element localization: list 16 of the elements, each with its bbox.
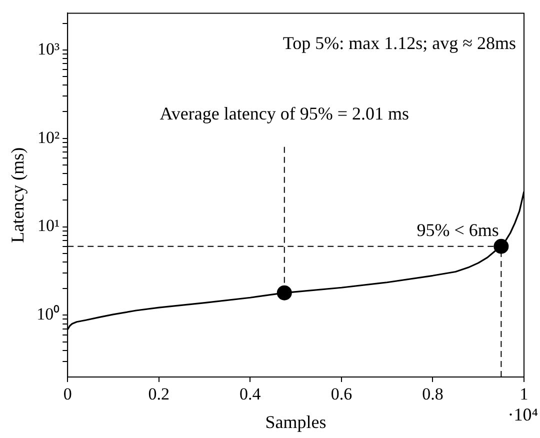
- y-tick-label: 10⁰: [36, 304, 60, 324]
- y-axis-title: Latency (ms): [8, 147, 28, 243]
- annotation: 95% < 6ms: [416, 220, 499, 240]
- annotation: Top 5%: max 1.12s; avg ≈ 28ms: [282, 32, 516, 53]
- x-axis-title: Samples: [265, 412, 326, 432]
- y-tick-label: 10³: [37, 39, 60, 58]
- x-tick-label: 0.8: [422, 384, 444, 404]
- annotation: Average latency of 95% = 2.01 ms: [160, 104, 410, 124]
- x-tick-label: 1: [520, 384, 528, 404]
- x-tick-label: 0.2: [148, 384, 170, 404]
- y-tick-label: 10²: [37, 128, 60, 147]
- x-tick-label: 0: [63, 384, 72, 404]
- x-tick-label: 0.4: [240, 384, 262, 404]
- text: ·10⁴: [508, 404, 538, 425]
- y-tick-label: 10¹: [37, 216, 60, 236]
- x-tick-label: 0.6: [330, 384, 352, 404]
